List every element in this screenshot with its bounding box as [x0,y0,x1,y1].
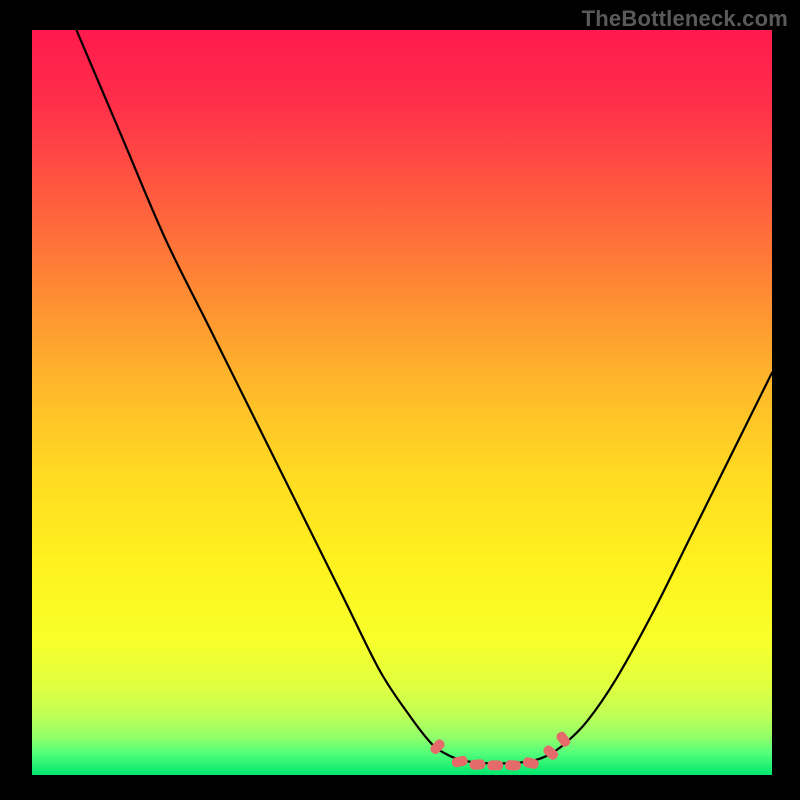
curve-marker [488,761,503,770]
curve-marker [555,731,571,748]
bottleneck-curve [76,30,772,763]
curve-marker [470,760,485,770]
watermark-text: TheBottleneck.com [582,6,788,32]
chart-container: TheBottleneck.com [0,0,800,800]
curve-marker [542,744,559,761]
curve-layer [32,30,772,775]
plot-area [32,30,772,775]
curve-marker [505,760,520,770]
